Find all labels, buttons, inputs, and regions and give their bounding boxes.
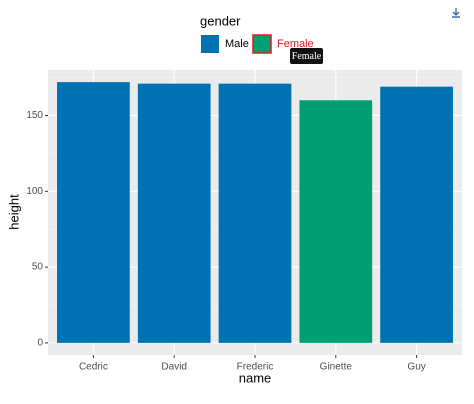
y-axis-title: height <box>6 194 21 230</box>
legend-key[interactable] <box>252 34 272 54</box>
x-tick-label: Frederic <box>237 362 274 373</box>
x-tick-label: Cedric <box>79 362 108 373</box>
bar <box>218 83 292 343</box>
y-tick-label: 50 <box>32 262 44 273</box>
y-tick-label: 100 <box>26 186 43 197</box>
bars <box>57 82 453 343</box>
x-axis-title: name <box>239 370 272 385</box>
tooltip: Female <box>290 48 323 64</box>
legend-title: gender <box>200 13 241 28</box>
legend-label[interactable]: Male <box>225 38 249 50</box>
legend-key[interactable] <box>201 35 219 53</box>
legend-label[interactable]: Female <box>277 38 314 50</box>
bar <box>137 83 211 343</box>
download-button[interactable] <box>449 6 463 20</box>
bar <box>299 100 373 343</box>
legend: Male Female <box>201 34 314 54</box>
y-tick-label: 150 <box>26 110 43 121</box>
bar <box>57 82 130 343</box>
legend-item[interactable]: Male <box>201 35 249 53</box>
x-tick-label: Guy <box>407 362 425 373</box>
x-tick-label: Ginette <box>320 362 353 373</box>
tooltip-text: Female <box>292 51 322 62</box>
download-icon[interactable] <box>452 8 460 18</box>
x-tick-label: David <box>161 362 187 373</box>
tooltip-box <box>290 48 323 64</box>
bar <box>380 86 453 343</box>
legend-item[interactable]: Female <box>252 34 314 54</box>
y-tick-label: 0 <box>37 338 43 349</box>
